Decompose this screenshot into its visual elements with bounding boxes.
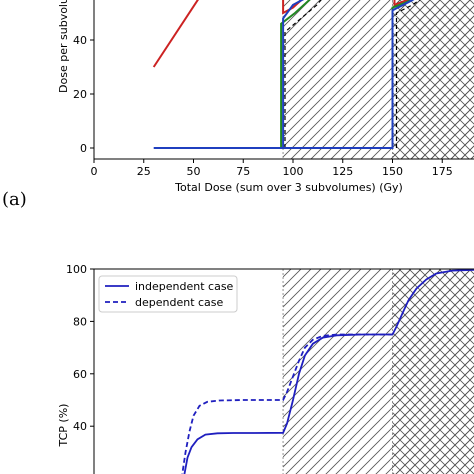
legend-entry-1: independent case [135,280,234,293]
x-tick-label: 25 [137,165,151,178]
x-tick-label: 50 [187,165,201,178]
x-tick-label: 150 [382,165,403,178]
series-line-8 [153,0,305,149]
y-tick-label: 60 [73,368,87,381]
series-line-9 [283,0,415,149]
y-tick-label: 40 [73,34,87,47]
x-tick-label: 0 [91,165,98,178]
series-group-top [152,0,421,149]
x-tick-label: 100 [283,165,304,178]
x-tick-label: 125 [332,165,353,178]
series-group-bottom [181,269,474,474]
series-line-1 [183,269,474,474]
y-tick-label: 0 [80,142,87,155]
y-tick-label: 20 [73,88,87,101]
legend-box [98,275,238,313]
bottom-chart-panel: 40 60 80 100 TCP (%) independent case dependen… [57,263,474,474]
legend: independent case dependent case [98,275,238,313]
shaded-region-2 [392,269,474,474]
top-chart-panel: 0 25 50 75 100 125 150 175 0 20 40 Total Dose (sum … [57,0,474,194]
series-line-4 [280,0,311,148]
x-axis-title: Total Dose (sum over 3 subvolumes) (Gy) [174,181,403,194]
y-tick-label: 100 [66,263,87,276]
series-line-1 [152,0,199,68]
series-line-2 [181,333,393,474]
y-axis-title: Dose per subvolu [57,0,70,93]
y-axis-title: TCP (%) [57,404,70,448]
x-tick-label: 75 [236,165,250,178]
series-line-3 [393,0,410,7]
y-tick-label: 80 [73,315,87,328]
shaded-region-2 [392,0,474,159]
x-tick-label: 175 [432,165,453,178]
y-tick-label: 40 [73,420,87,433]
legend-entry-2: dependent case [135,296,224,309]
series-line-6 [284,0,322,148]
panel-a-label: (a) [2,189,27,210]
